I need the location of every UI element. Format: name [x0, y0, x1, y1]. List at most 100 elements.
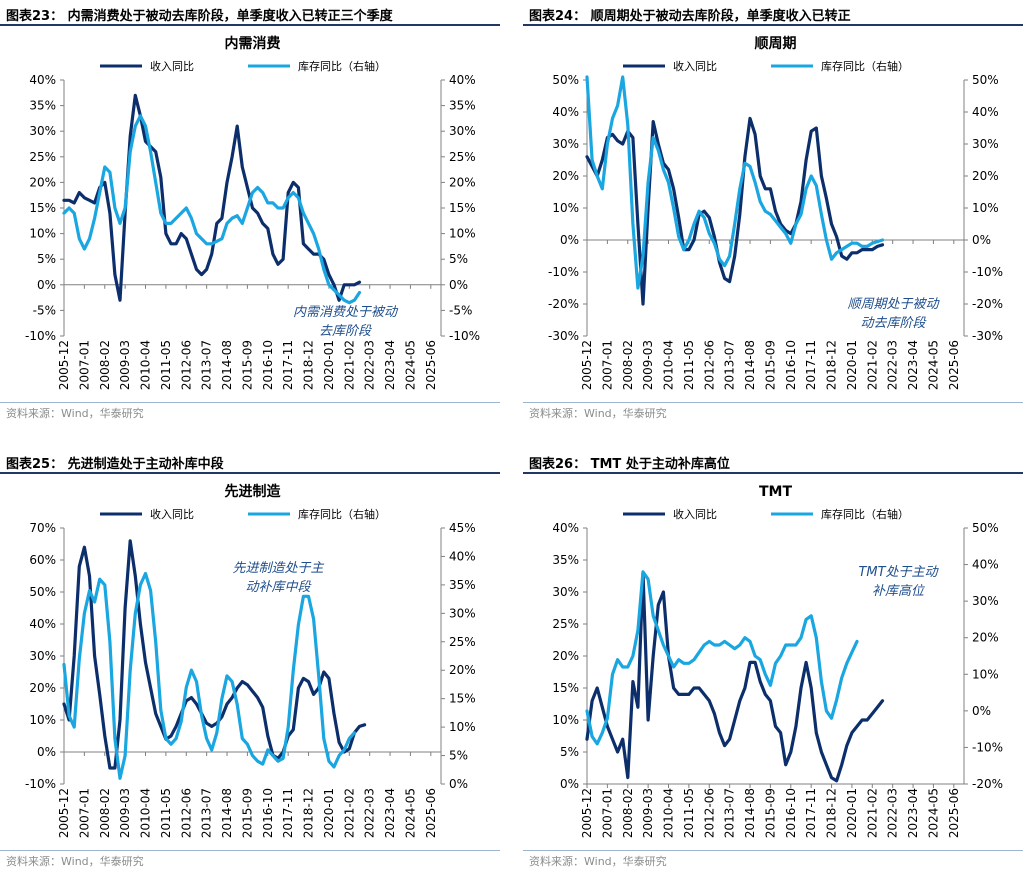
source-note: 资料来源：Wind，华泰研究: [6, 855, 144, 868]
x-tick-label: 2010-04: [662, 340, 676, 390]
series-line-inventory: [62, 114, 362, 305]
y-tick-label-left: -10%: [25, 777, 56, 791]
y-tick-label-right: 30%: [972, 137, 999, 151]
y-tick-label-left: 60%: [29, 553, 56, 567]
x-tick-label: 2012-06: [179, 788, 193, 838]
annotation-text: 先进制造处于主: [232, 561, 324, 576]
source-divider: [523, 850, 1023, 851]
y-tick-label-right: 20%: [449, 663, 476, 677]
x-tick-label: 2017-11: [281, 788, 295, 838]
x-tick-label: 2011-05: [682, 788, 696, 838]
x-tick-label: 2012-06: [702, 340, 716, 390]
x-tick-label: 2017-11: [281, 340, 295, 390]
x-tick-label: 2024-05: [403, 788, 417, 838]
y-tick-label-left: 40%: [29, 617, 56, 631]
x-tick-label: 2024-05: [403, 340, 417, 390]
y-tick-label-left: 15%: [29, 201, 56, 215]
y-tick-label-left: 10%: [29, 227, 56, 241]
chart-title: 顺周期: [755, 36, 797, 52]
y-tick-label-right: 10%: [972, 201, 999, 215]
x-tick-label: 2011-05: [159, 788, 173, 838]
x-tick-label: 2020-01: [845, 340, 859, 390]
y-tick-label-right: 45%: [449, 521, 476, 535]
chart-panel-cyclical: 图表24： 顺周期处于被动去库阶段，单季度收入已转正 顺周期收入同比 库存同比（右…: [523, 0, 1023, 430]
legend-label-inventory: 库存同比（右轴）: [298, 59, 386, 73]
y-tick-label-left: -10%: [548, 265, 579, 279]
x-tick-label: 2007-01: [77, 340, 91, 390]
y-tick-label-left: 30%: [552, 137, 579, 151]
x-tick-label: 2023-04: [906, 340, 920, 390]
x-tick-label: 2010-04: [139, 340, 153, 390]
x-tick-label: 2010-04: [662, 788, 676, 838]
x-tick-label: 2005-12: [57, 788, 71, 838]
y-tick-label-right: 0%: [972, 704, 991, 718]
figure-title: 图表24： 顺周期处于被动去库阶段，单季度收入已转正: [529, 9, 851, 24]
legend-label-revenue: 收入同比: [673, 59, 717, 73]
y-tick-label-left: 10%: [29, 713, 56, 727]
y-tick-label-left: 40%: [552, 521, 579, 535]
x-tick-label: 2013-07: [723, 340, 737, 390]
x-tick-label: 2022-03: [363, 340, 377, 390]
y-tick-label-right: 40%: [449, 73, 476, 87]
y-tick-label-left: 0%: [37, 278, 56, 292]
x-tick-label: 2022-03: [886, 788, 900, 838]
y-tick-label-right: 30%: [449, 606, 476, 620]
x-tick-label: 2012-06: [179, 340, 193, 390]
annotation-text: 去库阶段: [319, 324, 373, 339]
legend-label-inventory: 库存同比（右轴）: [821, 59, 909, 73]
y-tick-label-left: 35%: [29, 99, 56, 113]
y-tick-label-left: 30%: [29, 649, 56, 663]
x-tick-label: 2021-02: [342, 788, 356, 838]
y-tick-label-right: 35%: [449, 99, 476, 113]
y-tick-label-right: -10%: [972, 265, 1003, 279]
series-line-revenue: [585, 116, 885, 306]
x-tick-label: 2007-01: [600, 788, 614, 838]
y-tick-label-right: 0%: [449, 278, 468, 292]
x-tick-label: 2015-09: [763, 788, 777, 838]
y-tick-label-right: 15%: [449, 201, 476, 215]
y-tick-label-right: 10%: [449, 720, 476, 734]
x-tick-label: 2024-05: [926, 340, 940, 390]
y-tick-label-right: -5%: [449, 303, 472, 317]
source-note: 资料来源：Wind，华泰研究: [6, 407, 144, 420]
x-tick-label: 2010-04: [139, 788, 153, 838]
y-tick-label-right: 0%: [972, 233, 991, 247]
x-tick-label: 2014-08: [743, 340, 757, 390]
y-tick-label-right: 30%: [449, 124, 476, 138]
chart-panel-advanced-manufacturing: 图表25： 先进制造处于主动补库中段 先进制造 收入同比 库存同比（右轴） -10% 0…: [0, 448, 500, 872]
chart-title: 先进制造: [225, 483, 281, 500]
y-tick-label-left: 15%: [552, 681, 579, 695]
title-divider: [523, 472, 1023, 474]
x-tick-label: 2025-06: [947, 340, 961, 390]
chart-title: TMT: [759, 484, 792, 500]
y-tick-label-left: 70%: [29, 521, 56, 535]
y-tick-label-left: 25%: [29, 150, 56, 164]
y-tick-label-left: 30%: [552, 585, 579, 599]
x-tick-label: 2020-01: [322, 788, 336, 838]
x-tick-label: 2018-12: [825, 340, 839, 390]
legend-label-revenue: 收入同比: [150, 59, 194, 73]
x-tick-label: 2021-02: [342, 340, 356, 390]
y-tick-label-left: 30%: [29, 124, 56, 138]
y-tick-label-left: 10%: [552, 713, 579, 727]
series-line-revenue: [585, 571, 885, 783]
y-tick-label-left: 20%: [29, 175, 56, 189]
x-tick-label: 2017-11: [804, 340, 818, 390]
series-line-revenue: [62, 539, 367, 770]
annotation-text: 动去库阶段: [860, 316, 927, 331]
x-tick-label: 2014-08: [743, 788, 757, 838]
y-tick-label-right: 50%: [972, 521, 999, 535]
y-tick-label-right: 20%: [972, 169, 999, 183]
y-tick-label-right: 0%: [449, 777, 468, 791]
source-note: 资料来源：Wind，华泰研究: [529, 407, 667, 420]
y-tick-label-right: 25%: [449, 150, 476, 164]
x-tick-label: 2021-02: [865, 340, 879, 390]
y-tick-label-left: 50%: [552, 73, 579, 87]
y-tick-label-left: -10%: [25, 329, 56, 343]
x-tick-label: 2013-07: [200, 788, 214, 838]
y-tick-label-left: 20%: [29, 681, 56, 695]
x-tick-label: 2023-04: [383, 788, 397, 838]
chart-title: 内需消费: [225, 35, 281, 52]
